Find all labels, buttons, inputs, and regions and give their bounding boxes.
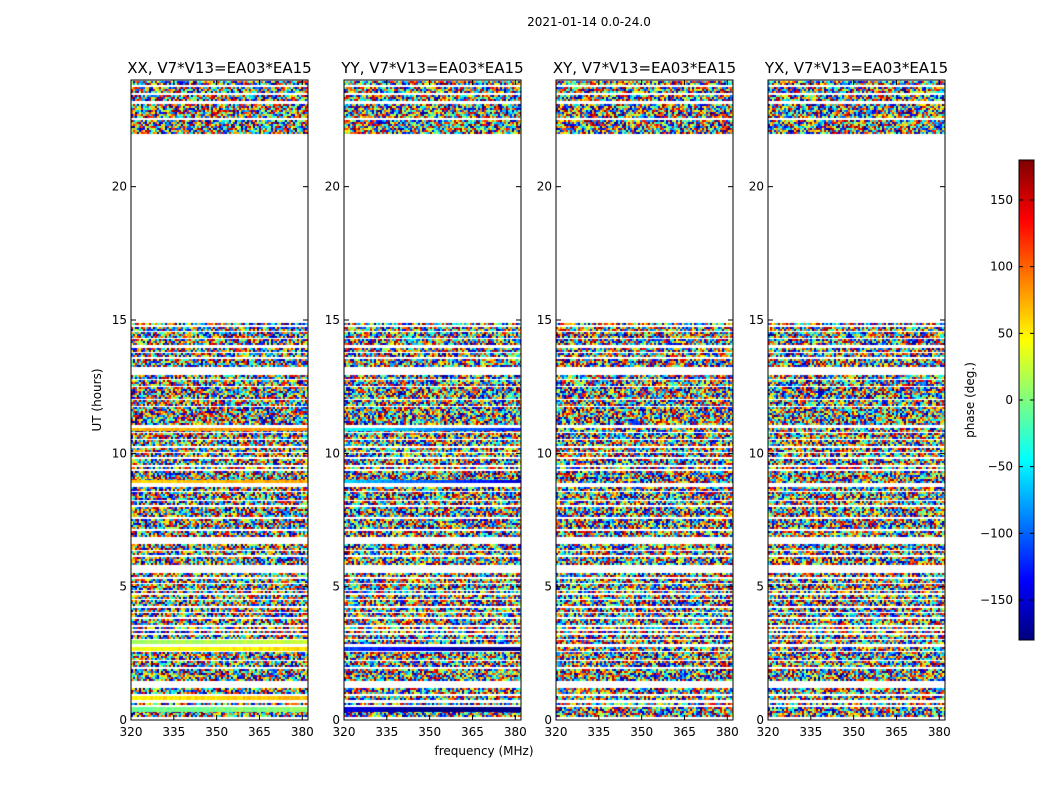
panel-title-1: YY, V7*V13=EA03*EA15 <box>340 59 523 77</box>
x-tick-label: 335 <box>799 725 822 739</box>
x-tick-label: 350 <box>842 725 865 739</box>
phase-heatmap-2 <box>556 80 733 720</box>
x-tick-label: 380 <box>928 725 951 739</box>
panel-title-2: XY, V7*V13=EA03*EA15 <box>553 59 736 77</box>
x-tick-label: 335 <box>162 725 185 739</box>
panel-title-3: YX, V7*V13=EA03*EA15 <box>764 59 948 77</box>
x-tick-label: 320 <box>120 725 143 739</box>
panel-frame <box>555 79 734 721</box>
x-tick-label: 365 <box>885 725 908 739</box>
panel-frame <box>343 79 522 721</box>
phase-heatmap-0 <box>131 80 308 720</box>
x-tick-label: 335 <box>587 725 610 739</box>
panel-1: YY, V7*V13=EA03*EA15 320 335 350 365 380 0 5 10 1… <box>325 59 527 739</box>
y-tick-label: 0 <box>119 713 127 727</box>
panel-3: YX, V7*V13=EA03*EA15 320 335 350 365 380 0 5 10 1… <box>749 59 951 739</box>
panel-2: XY, V7*V13=EA03*EA15 320 335 350 365 380 0 5 10 1… <box>537 59 739 739</box>
colorbar-tick-label: 50 <box>998 326 1013 340</box>
panel-title-0: XX, V7*V13=EA03*EA15 <box>127 59 311 77</box>
phase-heatmap-1 <box>344 80 521 720</box>
panel-frame <box>767 79 946 721</box>
y-tick-label: 10 <box>749 446 764 460</box>
colorbar-label: phase (deg.) <box>963 362 977 438</box>
figure-suptitle: 2021-01-14 0.0-24.0 <box>527 15 651 29</box>
y-tick-label: 0 <box>332 713 340 727</box>
x-axis-label: frequency (MHz) <box>434 744 533 758</box>
y-tick-label: 20 <box>749 180 764 194</box>
x-tick-label: 380 <box>716 725 739 739</box>
y-tick-label: 5 <box>119 580 127 594</box>
x-tick-label: 365 <box>461 725 484 739</box>
y-tick-label: 20 <box>537 180 552 194</box>
y-tick-label: 10 <box>112 446 127 460</box>
y-tick-label: 20 <box>112 180 127 194</box>
colorbar-tick-label: 100 <box>990 260 1013 274</box>
x-tick-label: 320 <box>757 725 780 739</box>
x-tick-label: 365 <box>673 725 696 739</box>
colorbar-tick-label: −50 <box>988 460 1013 474</box>
x-tick-label: 350 <box>630 725 653 739</box>
y-tick-label: 0 <box>544 713 552 727</box>
y-axis-label: UT (hours) <box>90 368 104 431</box>
y-tick-label: 10 <box>325 446 340 460</box>
x-tick-label: 350 <box>205 725 228 739</box>
y-tick-label: 5 <box>544 580 552 594</box>
x-tick-label: 380 <box>504 725 527 739</box>
y-tick-label: 5 <box>756 580 764 594</box>
y-tick-label: 15 <box>749 313 764 327</box>
colorbar-tick-label: 0 <box>1005 393 1013 407</box>
colorbar-tick-label: 150 <box>990 193 1013 207</box>
y-tick-label: 15 <box>537 313 552 327</box>
y-tick-label: 15 <box>112 313 127 327</box>
panel-0: XX, V7*V13=EA03*EA15 320 335 350 365 380 0 5 10 1… <box>112 59 314 739</box>
y-tick-label: 0 <box>756 713 764 727</box>
colorbar: 150 100 50 0 −50 −100 −150 phase (deg.) <box>963 159 1035 641</box>
x-tick-label: 320 <box>333 725 356 739</box>
phase-heatmap-3 <box>768 80 945 720</box>
y-tick-label: 5 <box>332 580 340 594</box>
y-tick-label: 10 <box>537 446 552 460</box>
x-tick-label: 365 <box>248 725 271 739</box>
colorbar-ticks: 150 100 50 0 −50 −100 −150 <box>980 193 1034 607</box>
x-tick-label: 380 <box>291 725 314 739</box>
x-tick-label: 320 <box>545 725 568 739</box>
y-tick-label: 15 <box>325 313 340 327</box>
y-tick-label: 20 <box>325 180 340 194</box>
colorbar-tick-label: −100 <box>980 526 1013 540</box>
x-tick-label: 335 <box>375 725 398 739</box>
x-tick-label: 350 <box>418 725 441 739</box>
colorbar-tick-label: −150 <box>980 593 1013 607</box>
panel-frame <box>130 79 309 721</box>
panels: XX, V7*V13=EA03*EA15 320 335 350 365 380 0 5 10 1… <box>112 59 951 739</box>
